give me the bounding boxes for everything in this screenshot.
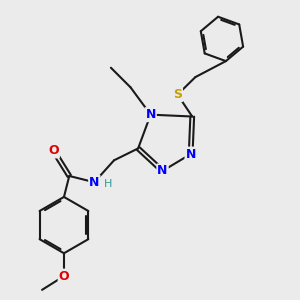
Text: S: S (173, 88, 182, 101)
Text: N: N (146, 108, 156, 121)
Text: O: O (48, 144, 59, 158)
Text: N: N (89, 176, 100, 189)
Text: H: H (104, 179, 112, 189)
Text: N: N (185, 148, 196, 160)
Text: O: O (58, 270, 69, 283)
Text: N: N (157, 164, 168, 178)
